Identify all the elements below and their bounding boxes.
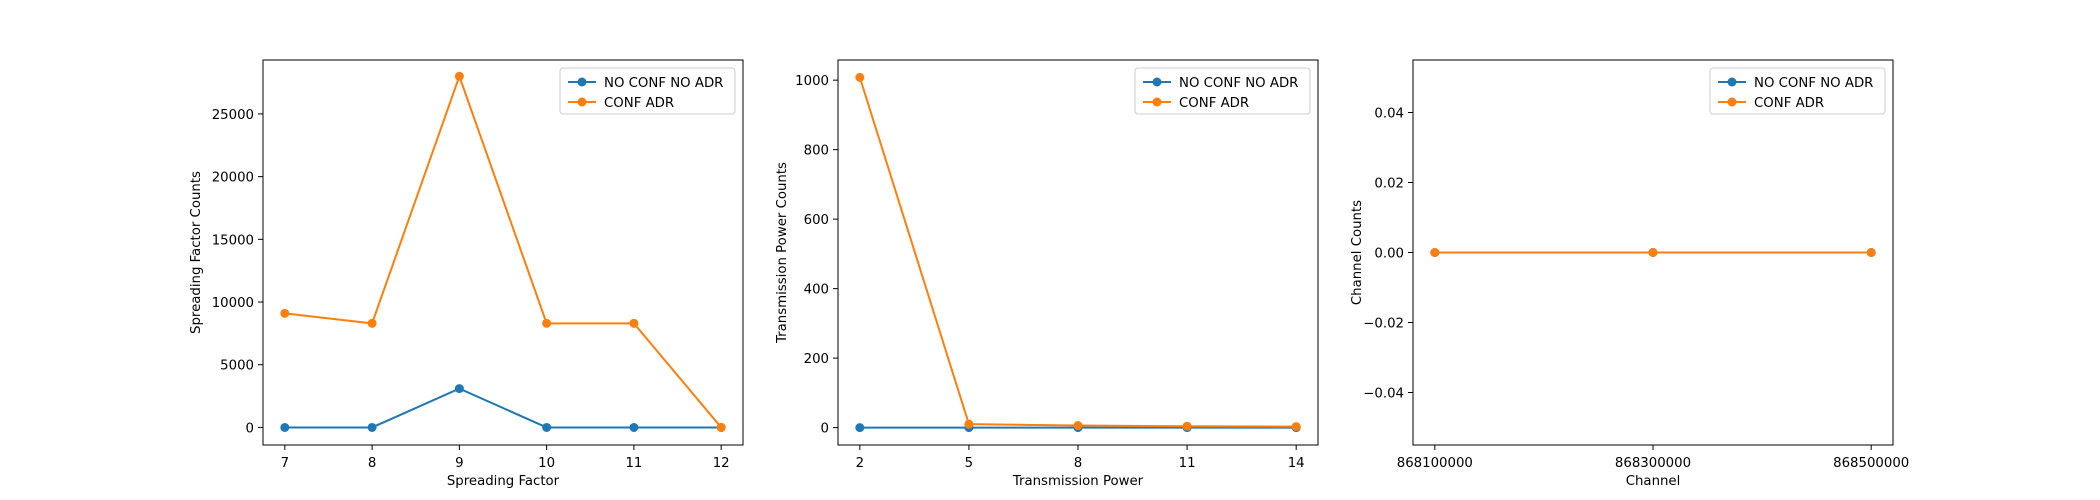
series-1-point <box>454 384 464 394</box>
series-1-point <box>280 422 290 432</box>
y-tick-label: 5000 <box>220 359 254 374</box>
legend-marker-2 <box>1727 97 1737 107</box>
x-axis-label: Channel <box>1626 474 1681 489</box>
x-axis-label: Transmission Power <box>1012 474 1144 489</box>
x-tick-label: 9 <box>455 456 463 471</box>
x-tick-label: 10 <box>538 456 555 471</box>
y-tick-label: 400 <box>804 283 829 298</box>
y-tick-label: 200 <box>804 352 829 367</box>
series-2-point <box>1182 421 1192 431</box>
legend: NO CONF NO ADR CONF ADR <box>559 67 736 115</box>
x-tick-label: 7 <box>281 456 289 471</box>
x-tick-label: 868300000 <box>1615 456 1691 471</box>
chart-panel-1: 7 8 9 10 11 12 0 5000 10000 15000 20000 25000 Spread… <box>189 59 744 489</box>
legend-marker-1 <box>577 77 587 87</box>
series-1-point <box>542 422 552 432</box>
legend-label-2: CONF ADR <box>604 96 674 111</box>
y-tick-label: 0 <box>821 422 829 437</box>
y-axis-label: Spreading Factor Counts <box>189 171 204 334</box>
y-tick-label: 0 <box>246 421 254 436</box>
y-tick-label: 1000 <box>795 74 829 89</box>
x-tick-label: 2 <box>856 456 864 471</box>
x-tick-label: 11 <box>1179 456 1196 471</box>
y-tick-label: −0.02 <box>1363 317 1404 332</box>
series-2-point <box>964 419 974 429</box>
y-axis-label: Transmission Power Counts <box>775 162 790 344</box>
legend-label-1: NO CONF NO ADR <box>1754 76 1873 91</box>
y-tick-label: 0.02 <box>1374 177 1404 192</box>
series-2-point <box>367 318 377 328</box>
legend-box <box>1134 67 1311 115</box>
series-line-2 <box>858 77 1297 428</box>
series-2-point <box>280 308 290 318</box>
legend: NO CONF NO ADR CONF ADR <box>1709 67 1886 115</box>
legend-marker-1 <box>1152 77 1162 87</box>
legend-label-1: NO CONF NO ADR <box>604 76 723 91</box>
x-tick-label: 5 <box>965 456 973 471</box>
legend-marker-1 <box>1727 77 1737 87</box>
y-tick-label: 0.00 <box>1374 247 1404 262</box>
axes-frame <box>837 59 1319 446</box>
x-tick-label: 11 <box>625 456 642 471</box>
legend-label-2: CONF ADR <box>1754 96 1824 111</box>
y-tick-label: 20000 <box>212 171 254 186</box>
legend-marker-2 <box>1152 97 1162 107</box>
x-tick-label: 8 <box>1074 456 1082 471</box>
x-tick-label: 12 <box>713 456 730 471</box>
series-2-point <box>1291 422 1301 432</box>
series-2-point <box>629 318 639 328</box>
legend-label-2: CONF ADR <box>1179 96 1249 111</box>
y-tick-label: 0.04 <box>1374 107 1404 122</box>
series-2-point <box>542 318 552 328</box>
series-1-point <box>367 422 377 432</box>
legend-label-1: NO CONF NO ADR <box>1179 76 1298 91</box>
y-tick-label: 15000 <box>212 233 254 248</box>
x-tick-label: 8 <box>368 456 376 471</box>
series-line-1 <box>284 387 722 429</box>
y-tick-label: 600 <box>804 213 829 228</box>
y-tick-label: 25000 <box>212 108 254 123</box>
axes-frame <box>262 59 744 446</box>
y-tick-label: −0.04 <box>1363 387 1404 402</box>
legend: NO CONF NO ADR CONF ADR <box>1134 67 1311 115</box>
series-1-point <box>629 422 639 432</box>
legend-box <box>559 67 736 115</box>
series-2-point <box>1866 248 1876 257</box>
x-tick-label: 868500000 <box>1833 456 1909 471</box>
series-2-point <box>1430 248 1440 257</box>
series-1-point <box>855 423 865 433</box>
series-2-point <box>716 422 726 432</box>
chart-panel-3: 868100000 868300000 868500000 −0.04 −0.02 0.0… <box>1350 59 1909 489</box>
series-2-point <box>855 72 865 82</box>
series-2-point <box>1073 421 1083 431</box>
series-2-point <box>454 71 464 81</box>
legend-box <box>1709 67 1886 115</box>
y-axis-label: Channel Counts <box>1350 200 1365 305</box>
series-line-2 <box>284 73 722 429</box>
y-tick-label: 10000 <box>212 296 254 311</box>
series-2-point <box>1648 248 1658 257</box>
x-tick-label: 868100000 <box>1397 456 1473 471</box>
legend-marker-2 <box>577 97 587 107</box>
x-tick-label: 14 <box>1288 456 1305 471</box>
x-axis-label: Spreading Factor <box>447 474 560 489</box>
chart-panel-2: 2 5 8 11 14 0 200 400 600 800 1000 Transmission Pow… <box>775 59 1319 489</box>
y-tick-label: 800 <box>804 144 829 159</box>
